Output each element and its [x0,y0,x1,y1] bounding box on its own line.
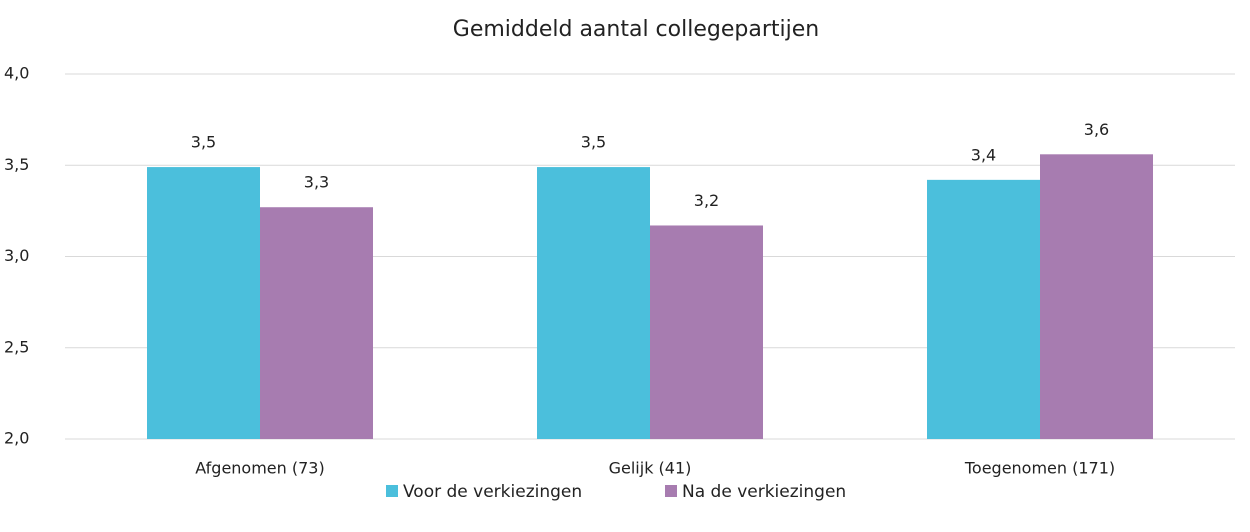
bar [1040,154,1153,440]
bar [147,167,260,439]
x-tick-label: Toegenomen (171) [964,459,1115,478]
data-label: 3,5 [191,133,216,152]
x-tick-label: Afgenomen (73) [195,459,324,478]
legend-swatch [665,485,677,497]
legend-label: Voor de verkiezingen [403,482,582,502]
legend-swatch [386,485,398,497]
y-tick-label: 3,0 [4,246,29,265]
chart-title: Gemiddeld aantal collegepartijen [453,17,819,42]
bar [260,207,373,439]
y-tick-label: 2,5 [4,337,29,356]
x-tick-label: Gelijk (41) [609,459,692,478]
data-label: 3,2 [694,191,719,210]
bar [650,225,763,439]
y-tick-label: 3,5 [4,155,29,174]
legend-label: Na de verkiezingen [682,482,846,502]
y-tick-label: 4,0 [4,64,29,83]
data-label: 3,4 [971,145,996,164]
data-label: 3,6 [1084,120,1109,139]
y-tick-label: 2,0 [4,429,29,448]
bar [927,179,1040,439]
data-label: 3,3 [304,173,329,192]
bar [537,167,650,439]
data-label: 3,5 [581,133,606,152]
